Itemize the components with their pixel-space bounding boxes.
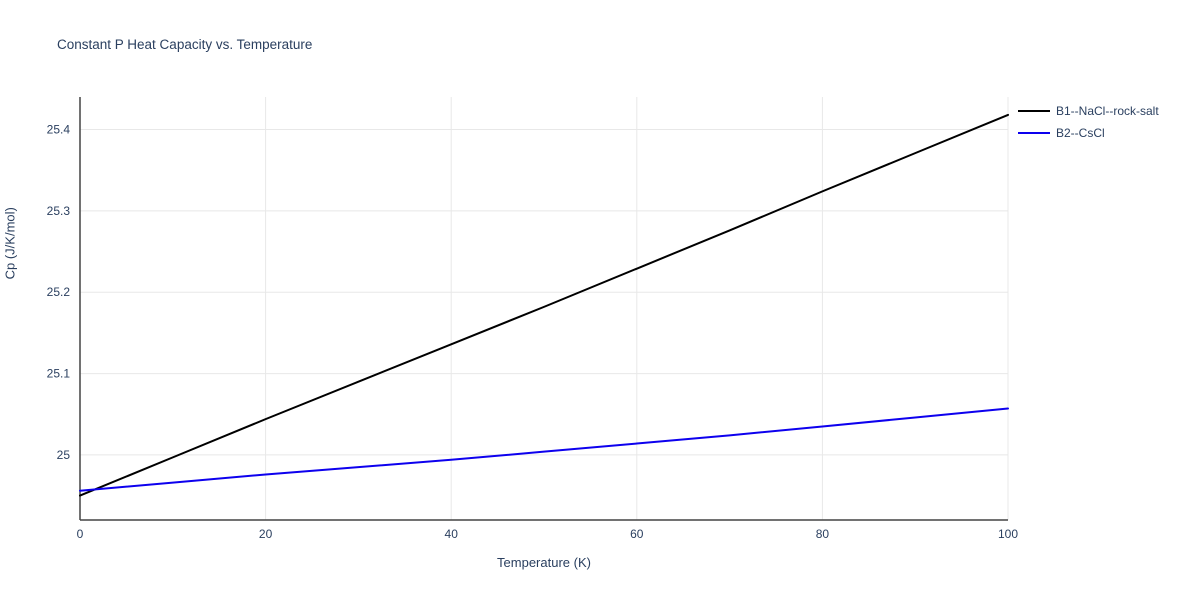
- legend-label: B1--NaCl--rock-salt: [1056, 104, 1159, 118]
- y-tick-label: 25.1: [47, 367, 71, 381]
- x-tick-label: 80: [816, 527, 830, 541]
- x-tick-label: 0: [77, 527, 84, 541]
- y-tick-label: 25.2: [47, 285, 71, 299]
- y-tick-label: 25.3: [47, 204, 71, 218]
- legend-item-b2-cscl[interactable]: B2--CsCl: [1018, 126, 1159, 140]
- legend-line-swatch: [1018, 132, 1050, 134]
- y-axis-title: Cp (J/K/mol): [2, 207, 18, 280]
- x-tick-label: 100: [998, 527, 1018, 541]
- x-tick-label: 40: [445, 527, 459, 541]
- series-line-1: [79, 407, 1009, 492]
- y-tick-label: 25: [57, 448, 71, 462]
- series-line-0: [79, 113, 1009, 497]
- legend-label: B2--CsCl: [1056, 126, 1105, 140]
- legend: B1--NaCl--rock-salt B2--CsCl: [1018, 104, 1159, 140]
- chart-title: Constant P Heat Capacity vs. Temperature: [57, 37, 313, 52]
- x-tick-label: 20: [259, 527, 273, 541]
- y-tick-label: 25.4: [47, 123, 71, 137]
- legend-line-swatch: [1018, 110, 1050, 112]
- legend-item-b1-nacl-rock-salt[interactable]: B1--NaCl--rock-salt: [1018, 104, 1159, 118]
- x-axis-title: Temperature (K): [497, 555, 591, 570]
- x-tick-label: 60: [630, 527, 644, 541]
